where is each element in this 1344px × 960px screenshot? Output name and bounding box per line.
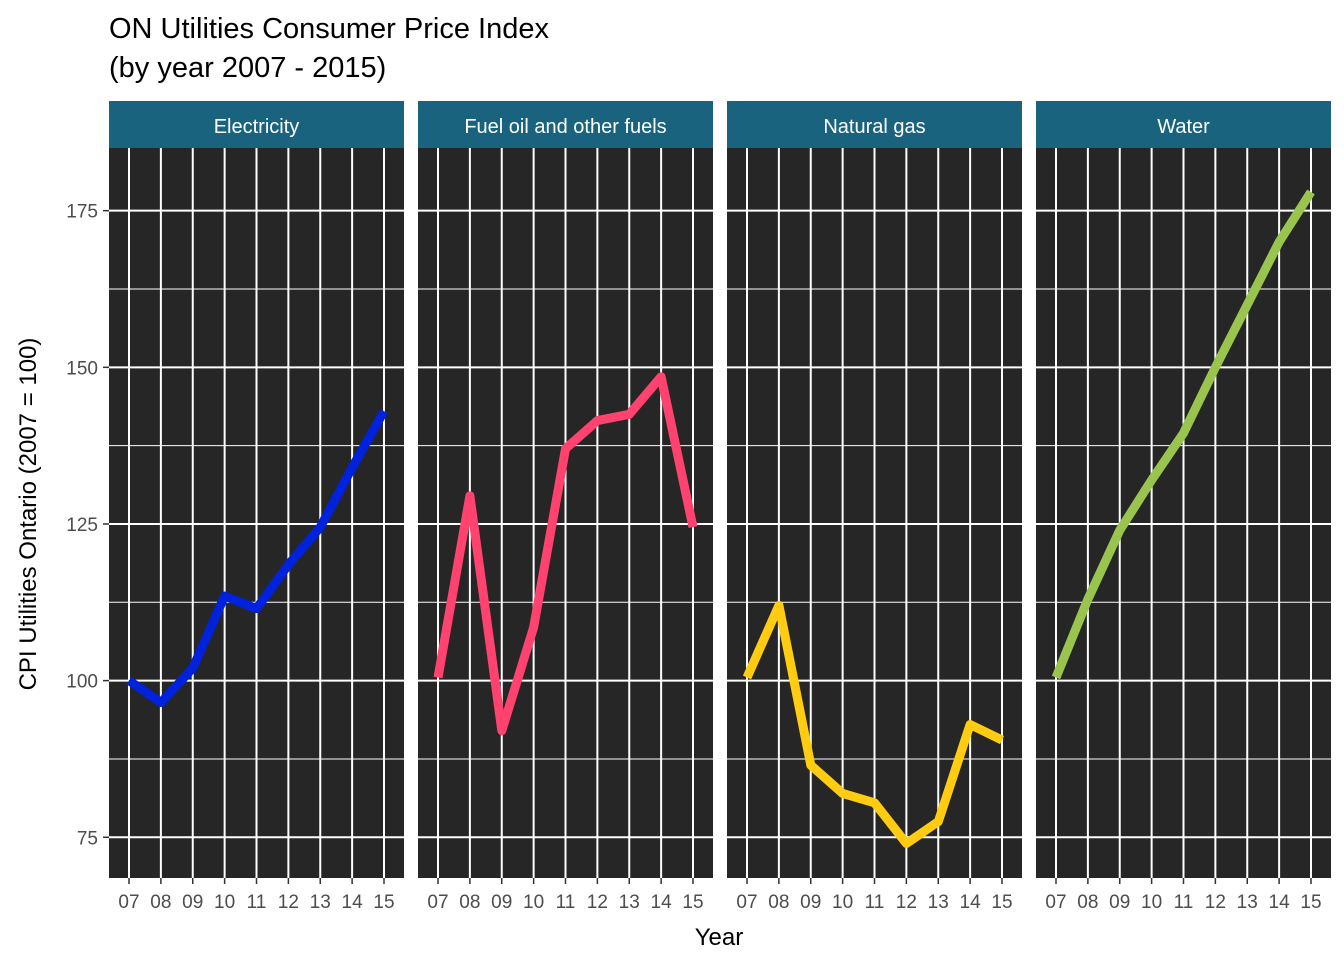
x-tick-label: 11 [247, 892, 267, 913]
x-tick-label: 08 [1077, 892, 1098, 913]
facet-strip-label: Water [1157, 116, 1210, 138]
series-line [126, 408, 388, 707]
x-tick-label: 13 [310, 892, 331, 913]
chart-title: ON Utilities Consumer Price Index [109, 13, 549, 45]
facet-panel: Natural gas 07 08 09 10 11 12 13 14 15 [727, 101, 1022, 913]
x-tick-label: 07 [427, 892, 448, 913]
facet-strip [1036, 101, 1331, 148]
x-tick-label: 12 [278, 892, 299, 913]
x-tick-label: 11 [556, 892, 576, 913]
series-line [433, 372, 698, 736]
x-tick-label: 14 [342, 892, 364, 913]
y-tick-label: 175 [66, 202, 98, 223]
x-tick-label: 10 [1141, 892, 1162, 913]
x-tick-label: 12 [587, 892, 608, 913]
x-tick-label: 12 [1205, 892, 1226, 913]
x-tick-label: 10 [523, 892, 544, 913]
y-axis-title: CPI Utilities Ontario (2007 = 100) [15, 338, 42, 691]
y-tick-label: 150 [66, 358, 98, 379]
x-tick-label: 07 [118, 892, 139, 913]
facet-strip [109, 101, 404, 148]
x-tick-label: 08 [150, 892, 171, 913]
facet-strip [418, 101, 713, 148]
x-tick-label: 09 [491, 892, 512, 913]
x-tick-label: 14 [1269, 892, 1291, 913]
x-tick-label: 09 [1109, 892, 1130, 913]
x-tick-label: 14 [651, 892, 673, 913]
y-axis: 75 100 125 150 175 [66, 202, 109, 849]
y-tick-label: 75 [77, 828, 98, 849]
series-line [742, 600, 1004, 848]
x-tick-label: 13 [619, 892, 640, 913]
x-tick-label: 08 [459, 892, 480, 913]
x-tick-label: 15 [1300, 892, 1321, 913]
facet-panel: Fuel oil and other fuels 07 08 09 10 11 12 13 14… [418, 101, 713, 913]
y-tick-label: 125 [66, 515, 98, 536]
x-tick-label: 13 [1237, 892, 1258, 913]
x-tick-label: 10 [832, 892, 853, 913]
x-tick-label: 12 [896, 892, 917, 913]
x-tick-label: 15 [991, 892, 1012, 913]
facet-panel: Water 07 08 09 10 11 12 13 14 15 [1036, 101, 1331, 913]
x-tick-label: 09 [182, 892, 203, 913]
facet-panel: Electricity 07 08 09 10 11 12 13 14 15 [109, 101, 404, 913]
x-tick-label: 14 [960, 892, 982, 913]
x-tick-label: 11 [1174, 892, 1194, 913]
x-tick-label: 10 [214, 892, 235, 913]
x-tick-label: 08 [768, 892, 789, 913]
facet-strip-label: Fuel oil and other fuels [464, 116, 666, 138]
x-tick-label: 15 [682, 892, 703, 913]
x-tick-label: 07 [736, 892, 757, 913]
chart-subtitle: (by year 2007 - 2015) [109, 52, 386, 84]
x-tick-label: 15 [373, 892, 394, 913]
x-axis-title: Year [695, 924, 744, 951]
x-tick-label: 09 [800, 892, 821, 913]
x-tick-label: 11 [865, 892, 885, 913]
series-line [1051, 189, 1315, 680]
facet-strip-label: Natural gas [823, 116, 925, 138]
x-tick-label: 07 [1045, 892, 1066, 913]
y-tick-label: 100 [66, 672, 98, 693]
x-tick-label: 13 [928, 892, 949, 913]
facet-strip-label: Electricity [214, 116, 300, 138]
facet-strip [727, 101, 1022, 148]
